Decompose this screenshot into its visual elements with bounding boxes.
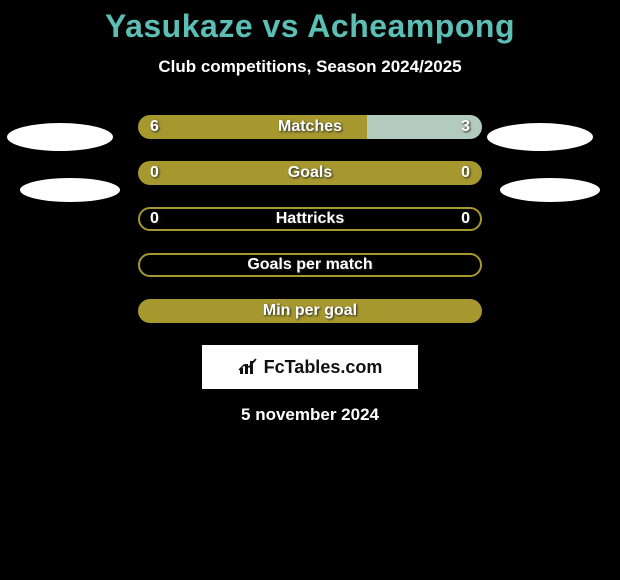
decorative-ellipse (487, 123, 593, 151)
date-label: 5 november 2024 (0, 405, 620, 425)
bar-left (138, 115, 367, 139)
bar-track (138, 207, 482, 231)
page-title: Yasukaze vs Acheampong (0, 0, 620, 45)
decorative-ellipse (500, 178, 600, 202)
site-logo: FcTables.com (238, 357, 383, 378)
bar-left (138, 161, 482, 185)
bar-right (367, 115, 482, 139)
stat-row: Goals per match (0, 253, 620, 277)
chart-icon (238, 358, 260, 376)
decorative-ellipse (7, 123, 113, 151)
logo-text: FcTables.com (264, 357, 383, 378)
decorative-ellipse (20, 178, 120, 202)
bar-track (138, 299, 482, 323)
bar-left (138, 299, 482, 323)
stat-row: Hattricks00 (0, 207, 620, 231)
logo-box: FcTables.com (202, 345, 418, 389)
stat-row: Min per goal (0, 299, 620, 323)
bar-track (138, 115, 482, 139)
bar-track (138, 253, 482, 277)
subtitle: Club competitions, Season 2024/2025 (0, 57, 620, 77)
bar-track (138, 161, 482, 185)
